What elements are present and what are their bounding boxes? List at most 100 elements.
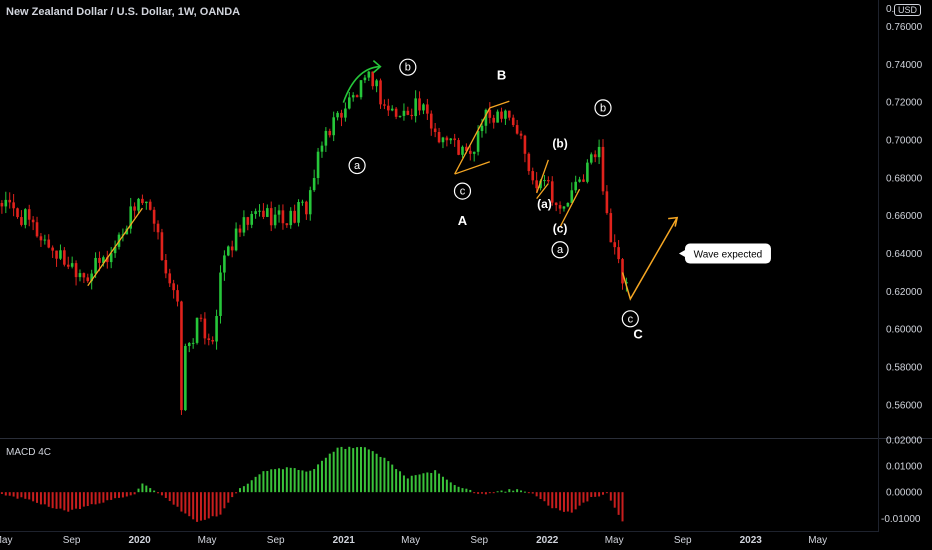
candle-body bbox=[4, 199, 8, 207]
date-tick-label: Sep bbox=[470, 535, 488, 546]
macd-bar bbox=[153, 490, 156, 493]
macd-bar bbox=[383, 457, 386, 493]
candle-body bbox=[273, 214, 277, 226]
candle-body bbox=[484, 109, 488, 126]
candle-body bbox=[324, 130, 328, 146]
price-tick-label: 0.58000 bbox=[886, 363, 923, 374]
candle-body bbox=[20, 217, 23, 225]
candle-body bbox=[437, 132, 441, 143]
macd-bar bbox=[207, 492, 210, 519]
candle-body bbox=[226, 246, 230, 256]
candle-body bbox=[262, 210, 265, 217]
candle-body bbox=[27, 209, 31, 220]
macd-bar bbox=[219, 492, 222, 515]
candle-body bbox=[105, 257, 109, 263]
candle-body bbox=[230, 246, 234, 251]
candle-body bbox=[125, 228, 129, 235]
macd-bar bbox=[28, 492, 31, 500]
date-tick-label: 2020 bbox=[129, 535, 152, 546]
candle-body bbox=[347, 97, 351, 109]
candle-body bbox=[234, 228, 238, 251]
macd-bar bbox=[211, 492, 214, 517]
macd-bar bbox=[426, 472, 429, 493]
price-tick-label: 0.70000 bbox=[886, 136, 923, 147]
macd-bar bbox=[215, 492, 218, 517]
candle-body bbox=[250, 213, 254, 225]
candle-body bbox=[39, 236, 43, 241]
macd-bar bbox=[445, 479, 448, 493]
candle-body bbox=[293, 210, 296, 223]
candle-body bbox=[406, 110, 410, 115]
candle-body bbox=[258, 210, 261, 212]
macd-indicator-label[interactable]: MACD 4C bbox=[6, 447, 52, 458]
expected-wave-arrowhead bbox=[668, 216, 679, 227]
candle-body bbox=[59, 250, 62, 259]
candle-body bbox=[172, 283, 175, 291]
macd-bar bbox=[547, 492, 550, 506]
candle-body bbox=[254, 211, 257, 214]
macd-bar bbox=[274, 469, 277, 493]
candle-body bbox=[312, 178, 316, 191]
macd-bar bbox=[484, 492, 487, 495]
macd-bar bbox=[231, 492, 234, 498]
candle-body bbox=[426, 104, 429, 114]
macd-bar bbox=[16, 492, 19, 499]
macd-tick-label: 0.00000 bbox=[886, 488, 923, 499]
macd-bar bbox=[488, 492, 491, 494]
candle-body bbox=[535, 180, 538, 189]
date-tick-label: May bbox=[808, 535, 827, 546]
macd-tick-label: 0.01000 bbox=[886, 462, 923, 473]
macd-bar bbox=[387, 461, 390, 493]
macd-bar bbox=[270, 469, 273, 493]
macd-bar bbox=[520, 490, 523, 493]
macd-bar bbox=[508, 489, 511, 493]
macd-bar bbox=[164, 492, 167, 498]
candle-body bbox=[468, 150, 472, 154]
candle-body bbox=[398, 115, 402, 117]
price-tick-label: 0.76000 bbox=[886, 22, 923, 33]
macd-bar bbox=[481, 492, 483, 494]
macd-bar bbox=[118, 492, 120, 498]
macd-bar bbox=[98, 492, 101, 504]
candle-body bbox=[305, 201, 308, 215]
candle-body bbox=[394, 108, 398, 117]
candle-body bbox=[445, 137, 449, 141]
candle-body bbox=[387, 105, 390, 111]
candle-body bbox=[527, 153, 531, 172]
macd-bar bbox=[313, 469, 316, 493]
date-tick-label: May bbox=[198, 535, 217, 546]
price-tick-label: 0.74000 bbox=[886, 60, 923, 71]
macd-bar bbox=[402, 475, 405, 493]
callout-pointer bbox=[678, 249, 686, 258]
macd-bar bbox=[4, 492, 7, 496]
macd-bar bbox=[285, 467, 288, 493]
candle-body bbox=[441, 137, 445, 143]
macd-bar bbox=[192, 492, 195, 520]
macd-bar bbox=[598, 492, 601, 497]
currency-badge[interactable]: USD bbox=[894, 4, 922, 16]
candle-body bbox=[363, 77, 367, 81]
macd-bar bbox=[449, 482, 452, 493]
candle-body bbox=[152, 209, 156, 224]
candle-body bbox=[613, 242, 617, 248]
macd-bar bbox=[149, 488, 152, 493]
wave-label-circle bbox=[348, 156, 366, 175]
candle-body bbox=[113, 246, 117, 254]
candle-body bbox=[531, 171, 535, 181]
macd-bar bbox=[20, 492, 23, 498]
candle-body bbox=[102, 257, 105, 263]
date-tick-label: May bbox=[401, 535, 420, 546]
candle-body bbox=[511, 117, 515, 126]
macd-bar bbox=[590, 492, 593, 498]
macd-bar bbox=[297, 469, 300, 493]
macd-bar bbox=[278, 468, 281, 493]
wave-label: b bbox=[405, 62, 411, 74]
candle-body bbox=[191, 342, 195, 344]
candle-body bbox=[277, 210, 281, 215]
macd-bar bbox=[114, 492, 117, 499]
wave-label: (b) bbox=[552, 137, 567, 151]
chart-title: New Zealand Dollar / U.S. Dollar, 1W, OA… bbox=[6, 6, 241, 18]
candle-body bbox=[176, 290, 179, 302]
macd-bar bbox=[457, 486, 460, 493]
